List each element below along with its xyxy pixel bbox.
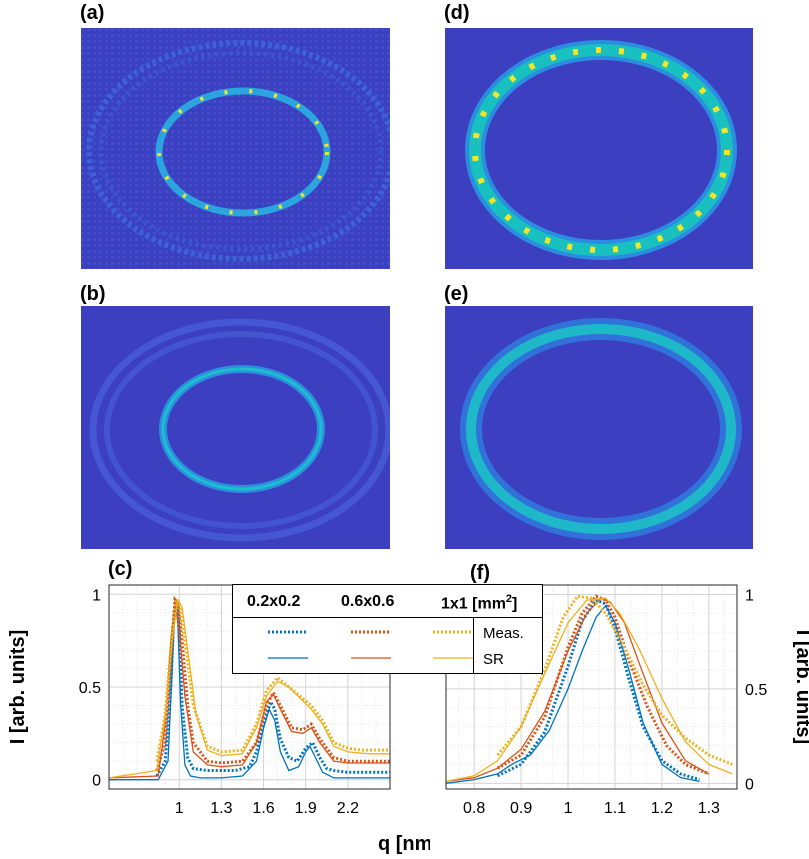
xtick-f: 1 <box>564 800 573 817</box>
ytick-f: 1 <box>745 587 754 604</box>
ytick-c: 1 <box>92 587 101 604</box>
series-f-1 <box>445 604 700 784</box>
panel-label-c: (c) <box>108 558 133 580</box>
image-d-detector <box>445 28 753 269</box>
xtick-c: 1 <box>175 800 184 817</box>
image-e-detector <box>445 306 753 549</box>
series-f-3 <box>445 597 710 783</box>
image-a-noise <box>81 28 390 269</box>
image-b-outer-ring <box>89 318 390 542</box>
xtick-f: 0.9 <box>510 800 532 817</box>
ytick-c: 0 <box>92 773 101 790</box>
xtick-f: 1.3 <box>698 800 720 817</box>
xtick-c: 2.2 <box>337 800 359 817</box>
xtick-c: 1.6 <box>252 800 274 817</box>
xtick-f: 1.1 <box>604 800 626 817</box>
image-b-inner-ring-core <box>161 367 323 491</box>
image-d-svg <box>465 40 737 260</box>
series-f-0 <box>496 598 700 782</box>
image-b-outer-ring-2 <box>104 331 378 529</box>
legend-header-2-close: ] <box>512 595 518 613</box>
ylabel-f: I [arb. units] <box>792 630 809 744</box>
image-a-detector <box>81 28 390 269</box>
legend-header <box>233 585 542 618</box>
series-f-5 <box>445 597 733 783</box>
panel-label-d: (d) <box>444 2 470 24</box>
ytick-f: 0.5 <box>745 682 767 699</box>
legend-header-2-text: 1x1 [mm <box>441 595 506 613</box>
legend-rowlabel-divider <box>473 617 474 673</box>
image-a-svg <box>81 28 390 269</box>
image-a-outer-ring <box>86 40 390 262</box>
xlabel-main: q [nm <box>378 833 430 855</box>
legend-row-sr: SR <box>483 651 504 668</box>
xtick-c: 1.3 <box>210 800 232 817</box>
panel-label-e: (e) <box>444 283 469 305</box>
image-a-inner-ring-hot <box>157 89 329 215</box>
legend-row-meas: Meas. <box>483 625 524 642</box>
legend-header-2-sup: 2 <box>505 593 513 605</box>
image-b-detector <box>81 306 390 549</box>
series-c-5 <box>108 597 390 779</box>
xlabel-c: q [nm-1] <box>378 830 430 855</box>
ytick-c: 0.5 <box>79 680 101 697</box>
legend-header-1: 0.6x0.6 <box>341 593 395 610</box>
ytick-f: 0 <box>745 776 754 793</box>
legend: 0.2x0.2 0.6x0.6 1x1 [mm2] Meas. SR <box>232 584 543 674</box>
xtick-f: 0.8 <box>463 800 485 817</box>
image-d-ring-hot <box>472 47 730 253</box>
image-b-svg <box>89 318 390 542</box>
image-e-ring <box>466 324 736 534</box>
image-a-outer-ring-2 <box>98 50 384 252</box>
legend-header-0: 0.2x0.2 <box>247 593 301 610</box>
xtick-c: 1.9 <box>295 800 317 817</box>
series-f-2 <box>496 594 710 776</box>
image-e-svg <box>460 318 742 540</box>
xtick-f: 1.2 <box>651 800 673 817</box>
series-c-3 <box>108 601 390 779</box>
axes-box-f <box>445 584 738 790</box>
panel-label-a: (a) <box>80 2 105 24</box>
ylabel-c: I [arb. units] <box>7 630 29 744</box>
legend-swatches <box>268 630 473 659</box>
legend-header-2: 1x1 [mm2] <box>441 593 517 613</box>
panel-label-b: (b) <box>80 283 106 305</box>
panel-label-f: (f) <box>470 562 490 584</box>
